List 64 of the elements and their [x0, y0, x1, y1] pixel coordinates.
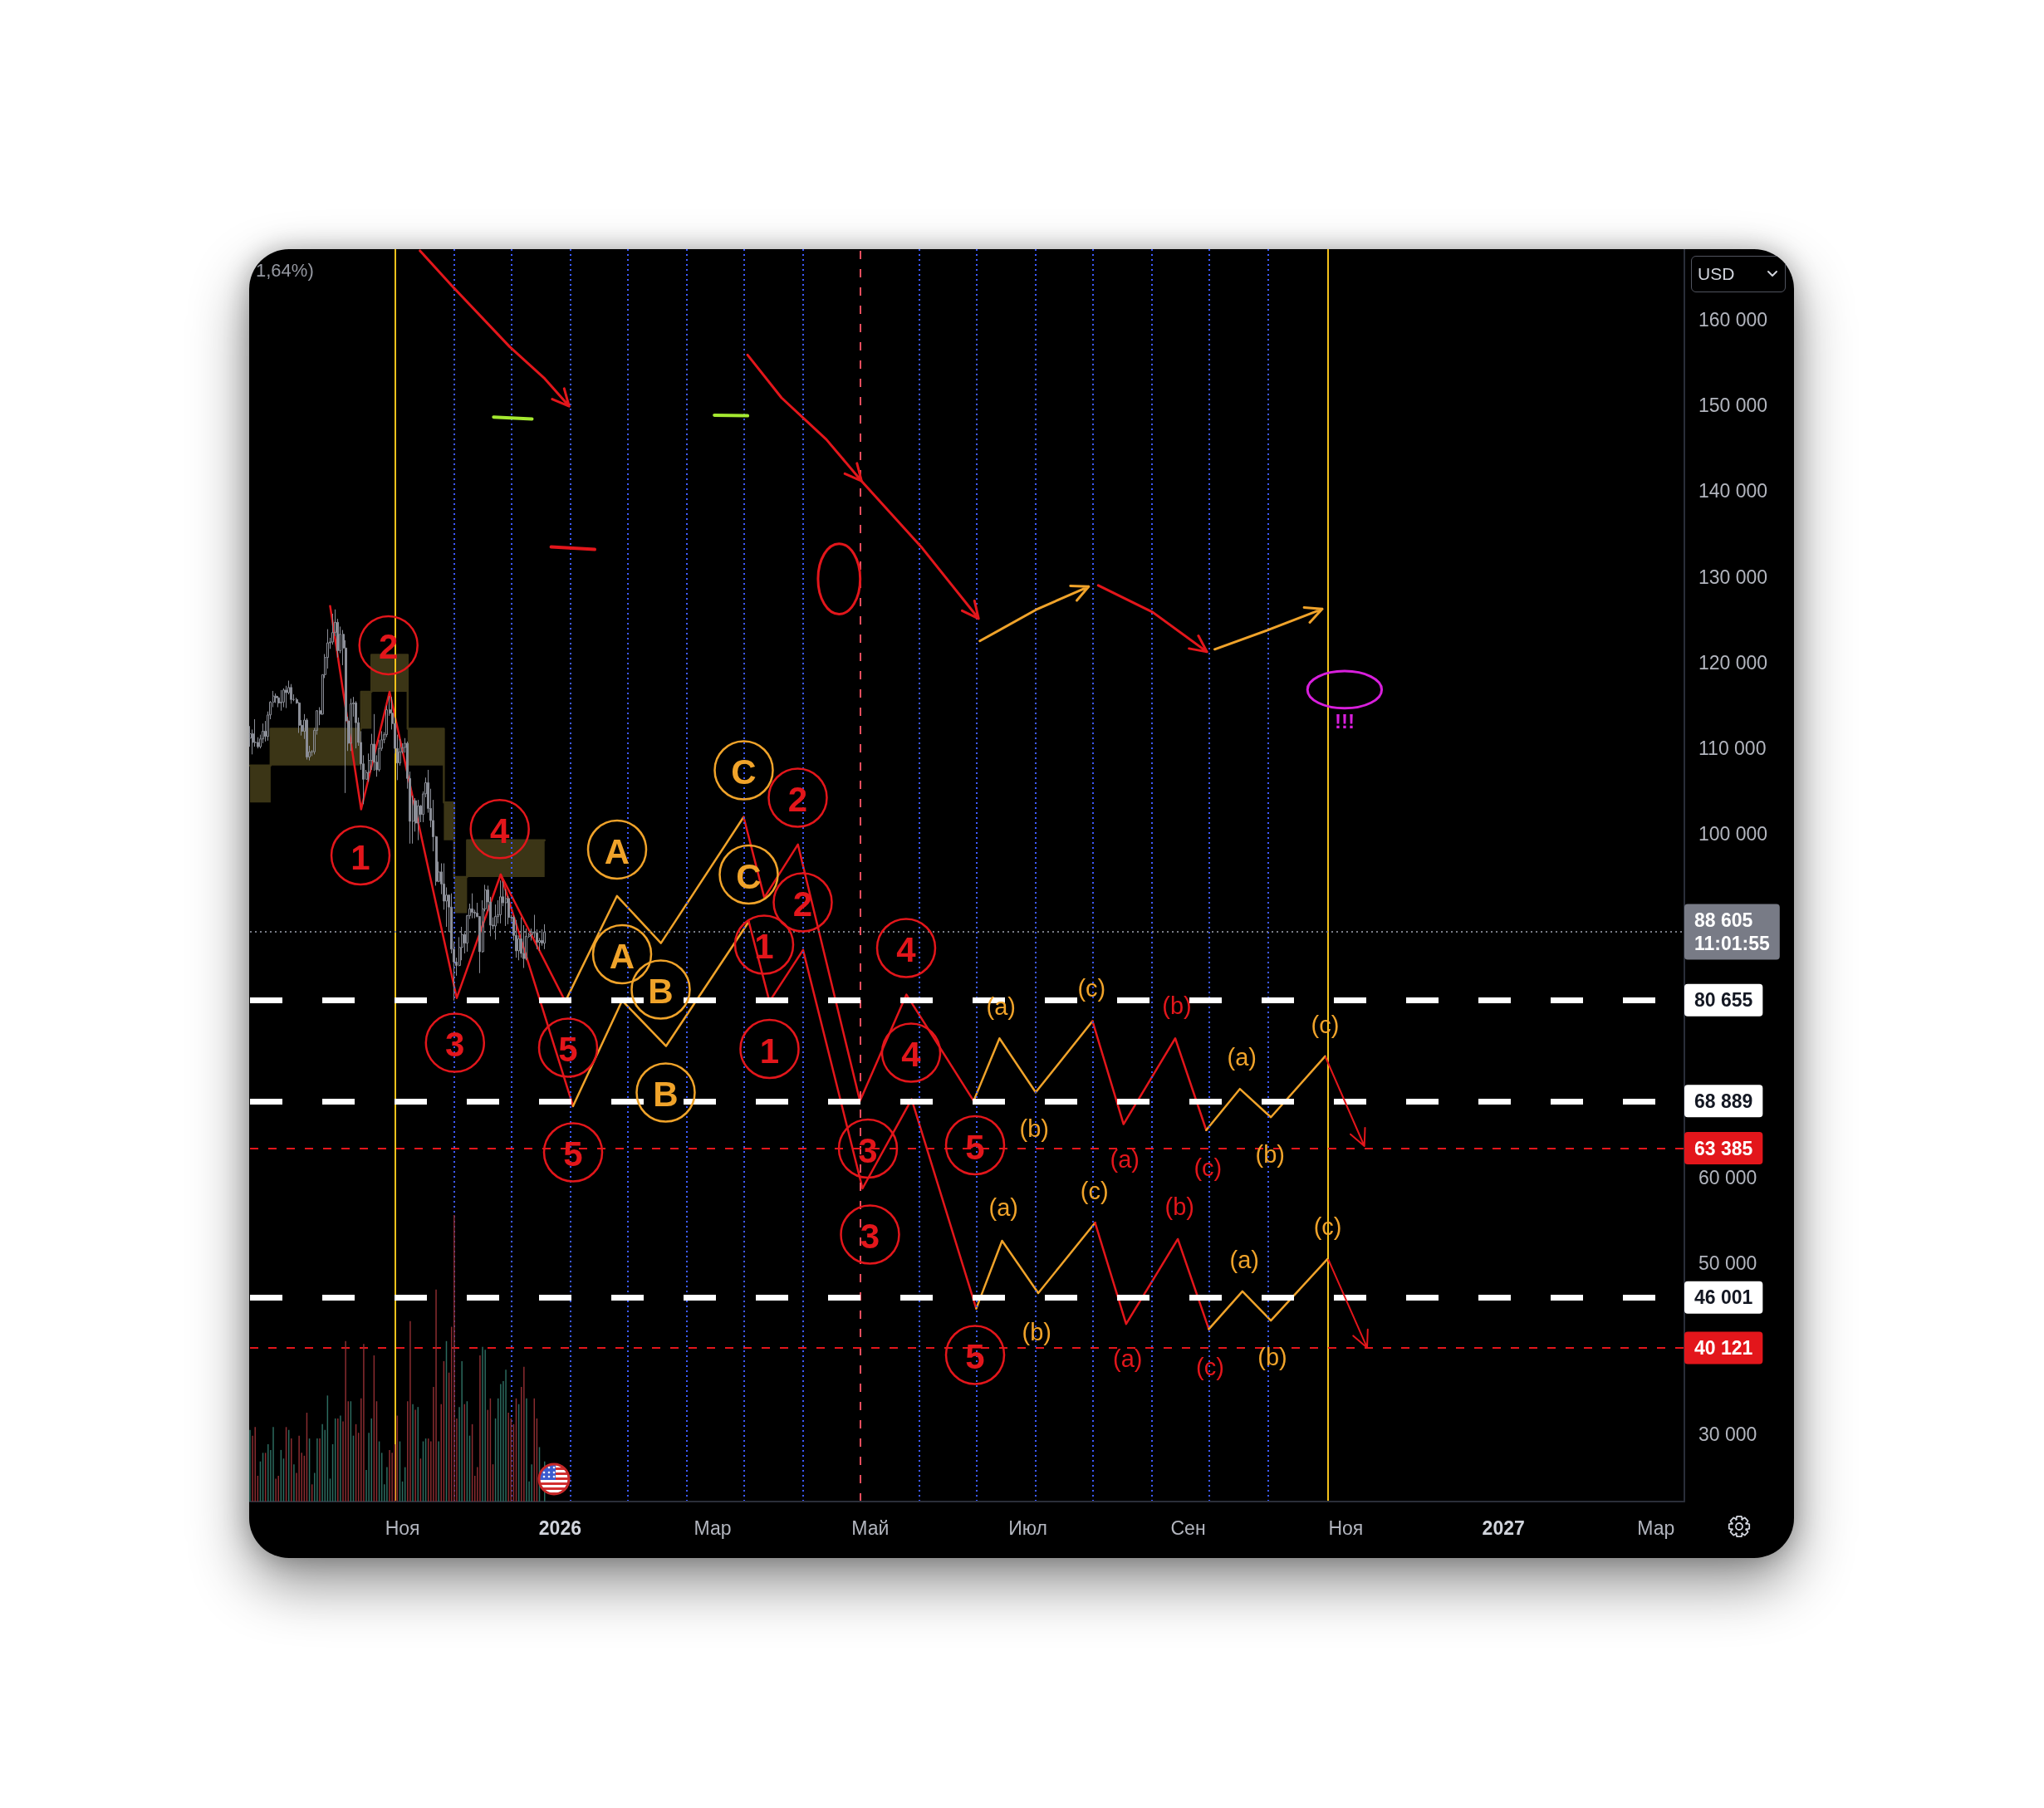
annotation: 1 [759, 1031, 780, 1071]
x-tick-label: Май [851, 1516, 890, 1539]
ref-line-label: 80 655 [1694, 989, 1753, 1012]
ref-line-label: 68 889 [1694, 1090, 1753, 1112]
x-tick-label: Ноя [385, 1516, 420, 1539]
annotation: (c) [1080, 1178, 1109, 1205]
annotation: (a) [1229, 1247, 1260, 1273]
annotation: 1,64%) [256, 260, 314, 282]
annotation: 5 [563, 1134, 583, 1173]
annotation: (c) [1077, 975, 1106, 1002]
annotation: 5 [965, 1337, 985, 1376]
y-tick-label: 160 000 [1698, 308, 1768, 331]
annotation: 3 [858, 1130, 878, 1170]
annotation: A [609, 936, 635, 976]
annotation: B [653, 1075, 679, 1114]
x-tick-label: Ноя [1328, 1516, 1364, 1539]
x-tick-label: Мар [694, 1516, 732, 1539]
annotation: !!! [1334, 709, 1355, 733]
ref-line-label: 63 385 [1694, 1137, 1753, 1159]
ref-line-label: 46 001 [1694, 1286, 1753, 1309]
x-tick-label: Сен [1170, 1516, 1206, 1539]
annotation: 5 [965, 1127, 985, 1167]
annotation: 5 [558, 1030, 578, 1069]
y-tick-label: 100 000 [1698, 823, 1768, 845]
y-tick-label: 60 000 [1698, 1166, 1757, 1188]
annotation: (a) [1112, 1345, 1143, 1372]
x-tick-label: 2026 [538, 1516, 581, 1539]
annotation: 3 [445, 1025, 465, 1065]
annotation: (b) [1162, 992, 1192, 1019]
x-tick-label: Мар [1637, 1516, 1675, 1539]
x-tick-label: Июл [1008, 1516, 1047, 1539]
annotation: 3 [860, 1217, 880, 1256]
annotation: C [731, 752, 757, 791]
x-tick-label: 2027 [1482, 1516, 1525, 1539]
annotation: (c) [1196, 1354, 1224, 1380]
y-tick-label: 140 000 [1698, 480, 1768, 502]
ref-line-label: 40 121 [1694, 1336, 1753, 1359]
y-tick-label: 50 000 [1698, 1252, 1757, 1274]
annotation: 4 [901, 1035, 922, 1074]
annotation: 4 [490, 811, 511, 850]
y-tick-label: 30 000 [1698, 1423, 1757, 1446]
annotation: 2 [787, 780, 808, 819]
annotation: C [736, 856, 762, 896]
y-tick-label: 130 000 [1698, 566, 1768, 588]
annotation: (b) [1019, 1115, 1050, 1143]
annotation: 2 [792, 884, 813, 924]
annotation: (a) [988, 1194, 1019, 1222]
annotation: (b) [1255, 1141, 1286, 1169]
annotation: 4 [896, 930, 917, 969]
dropdown: USD [1691, 256, 1786, 292]
annotation: (a) [1110, 1146, 1140, 1173]
annotation: (b) [1257, 1344, 1287, 1371]
annotation: (c) [1194, 1154, 1223, 1181]
annotation: 1 [754, 927, 774, 966]
y-tick-label: 150 000 [1698, 394, 1768, 416]
annotation: A [604, 831, 630, 871]
y-tick-label: 120 000 [1698, 651, 1768, 674]
ref-line-label: 88 605 11:01:55 [1694, 909, 1771, 955]
annotation: (b) [1022, 1319, 1052, 1346]
annotation: (b) [1164, 1193, 1195, 1220]
annotation: (a) [1227, 1043, 1257, 1071]
annotation: B [648, 972, 674, 1011]
y-tick-label: 110 000 [1698, 737, 1767, 760]
annotation: 1 [350, 837, 370, 877]
